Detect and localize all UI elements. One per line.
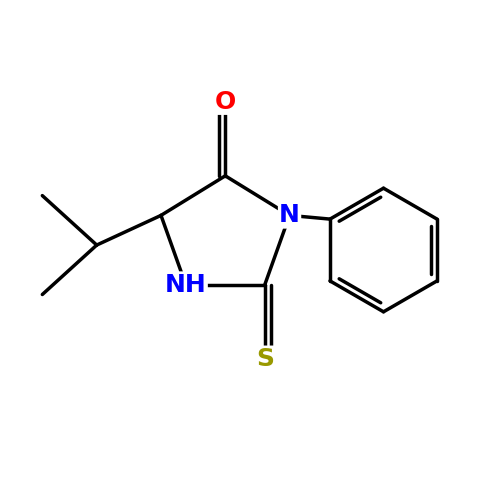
Text: O: O — [214, 90, 236, 114]
Text: N: N — [279, 204, 300, 228]
Text: NH: NH — [165, 272, 206, 296]
Text: S: S — [256, 347, 274, 371]
